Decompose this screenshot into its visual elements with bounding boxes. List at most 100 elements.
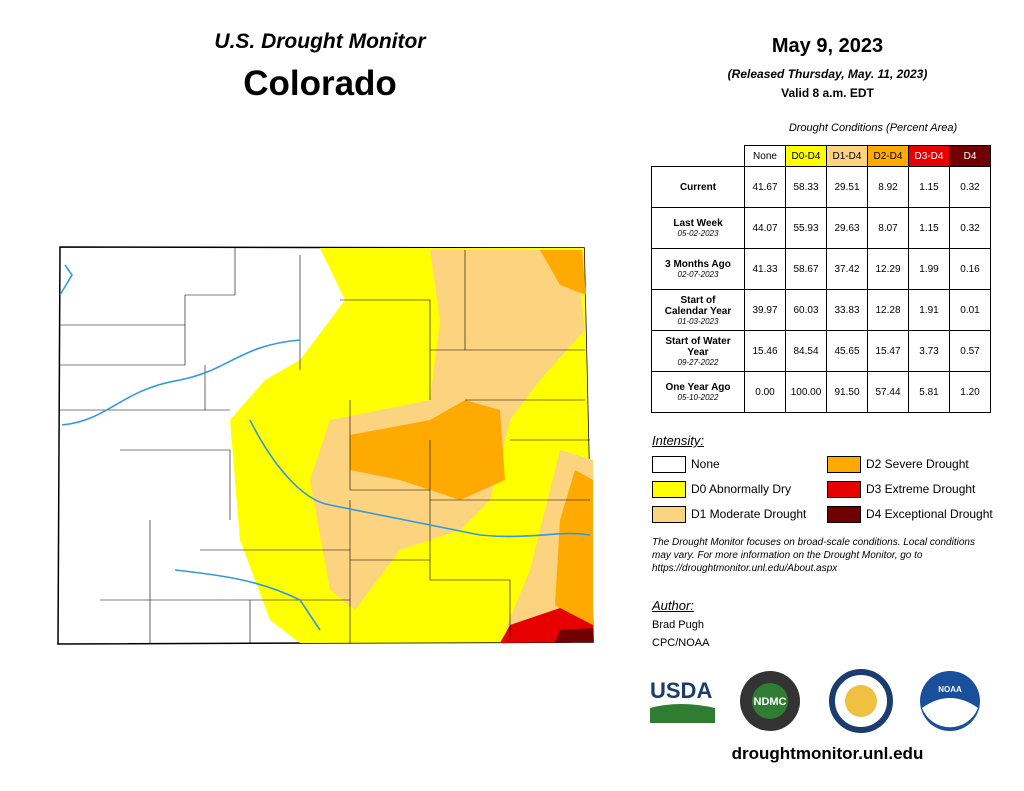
seal-inner xyxy=(845,685,877,717)
legend-swatch xyxy=(652,506,686,523)
cell-value: 0.16 xyxy=(949,248,991,290)
cell-value: 5.81 xyxy=(908,371,950,413)
header-blank xyxy=(652,146,745,167)
cell-value: 1.20 xyxy=(949,371,991,413)
legend-swatch xyxy=(827,506,861,523)
author-org: CPC/NOAA xyxy=(652,637,710,649)
conditions-table: None D0-D4 D1-D4 D2-D4 D3-D4 D4 Current 41.67 58… xyxy=(651,145,991,413)
author-name: Brad Pugh xyxy=(652,619,704,631)
cell-value: 41.67 xyxy=(744,166,786,208)
cell-value: 8.92 xyxy=(867,166,909,208)
ndmc-inner xyxy=(752,683,788,719)
row-title: Start of Calendar Year xyxy=(664,294,732,317)
cell-value: 41.33 xyxy=(744,248,786,290)
row-date: 02-07-2023 xyxy=(677,270,719,279)
cell-value: 1.15 xyxy=(908,166,950,208)
d2-area xyxy=(540,250,586,295)
noaa-text: NOAA xyxy=(938,685,962,694)
legend-label: D4 Exceptional Drought xyxy=(866,507,993,521)
cell-value: 0.32 xyxy=(949,207,991,249)
cell-value: 0.00 xyxy=(744,371,786,413)
cell-value: 12.29 xyxy=(867,248,909,290)
release-date: (Released Thursday, May. 11, 2023) xyxy=(727,67,928,81)
row-label: One Year Ago 05-10-2022 xyxy=(651,371,745,413)
author-title: Author: xyxy=(652,598,694,613)
column-header: D2-D4 xyxy=(867,145,909,167)
noaa-wave xyxy=(922,698,978,728)
row-label: Start of Calendar Year 01-03-2023 xyxy=(651,289,745,331)
cell-value: 84.54 xyxy=(785,330,827,372)
d2-area xyxy=(555,470,593,630)
legend-swatch xyxy=(827,481,861,498)
cell-value: 91.50 xyxy=(826,371,868,413)
cell-value: 58.67 xyxy=(785,248,827,290)
cell-value: 8.07 xyxy=(867,207,909,249)
logos: USDA NDMC NOAA xyxy=(650,669,980,733)
row-date: 01-03-2023 xyxy=(677,316,719,326)
cell-value: 15.46 xyxy=(744,330,786,372)
d4-area xyxy=(555,628,593,643)
legend-swatch xyxy=(652,456,686,473)
legend-swatch xyxy=(827,456,861,473)
table-row: Start of Water Year 09-27-2022 15.46 84.54 4… xyxy=(651,330,991,372)
row-label: Last Week 05-02-2023 xyxy=(651,207,745,249)
row-label: 3 Months Ago 02-07-2023 xyxy=(651,248,745,290)
cell-value: 60.03 xyxy=(785,289,827,331)
column-header: D0-D4 xyxy=(785,145,827,167)
row-title: Start of Water Year xyxy=(665,335,731,358)
column-header: D4 xyxy=(949,145,991,167)
cell-value: 33.83 xyxy=(826,289,868,331)
cell-value: 12.28 xyxy=(867,289,909,331)
row-title: Last Week xyxy=(673,218,723,229)
cell-value: 15.47 xyxy=(867,330,909,372)
legend-label: D0 Abnormally Dry xyxy=(691,482,792,496)
d2-area xyxy=(350,400,505,500)
ndmc-text: NDMC xyxy=(754,696,787,708)
legend-title: Intensity: xyxy=(652,433,705,448)
row-date: 05-10-2022 xyxy=(677,393,719,402)
legend-label: D1 Moderate Drought xyxy=(691,507,807,521)
legend-label: D2 Severe Drought xyxy=(866,457,969,471)
usda-logo: USDA xyxy=(650,678,712,703)
rivers xyxy=(59,264,591,631)
cell-value: 45.65 xyxy=(826,330,868,372)
row-label: Start of Water Year 09-27-2022 xyxy=(651,330,745,372)
table-row: One Year Ago 05-10-2022 0.00 100.00 91.50 57.… xyxy=(651,371,991,413)
valid-time: Valid 8 a.m. EDT xyxy=(781,86,874,100)
cell-value: 57.44 xyxy=(867,371,909,413)
cell-value: 37.42 xyxy=(826,248,868,290)
map xyxy=(57,246,594,645)
cell-value: 39.97 xyxy=(744,289,786,331)
cell-value: 55.93 xyxy=(785,207,827,249)
cell-value: 0.32 xyxy=(949,166,991,208)
row-title: One Year Ago xyxy=(665,382,731,393)
row-title: Current xyxy=(679,181,717,193)
cell-value: 100.00 xyxy=(785,371,827,413)
county-lines xyxy=(60,247,590,643)
table-caption: Drought Conditions (Percent Area) xyxy=(788,122,958,134)
row-date: 05-02-2023 xyxy=(677,229,719,238)
table-row: Last Week 05-02-2023 44.07 55.93 29.63 8.07 1.… xyxy=(651,207,991,249)
cell-value: 29.63 xyxy=(826,207,868,249)
column-header: D1-D4 xyxy=(826,145,868,167)
cell-value: 0.57 xyxy=(949,330,991,372)
note: The Drought Monitor focuses on broad-sca… xyxy=(652,537,975,574)
row-title: 3 Months Ago xyxy=(665,259,731,270)
state-name: Colorado xyxy=(243,64,397,103)
title: U.S. Drought Monitor xyxy=(214,30,426,53)
cell-value: 1.91 xyxy=(908,289,950,331)
row-label: Current xyxy=(651,166,745,208)
column-header: None xyxy=(744,145,786,167)
legend-swatch xyxy=(652,481,686,498)
header-row: None D0-D4 D1-D4 D2-D4 D3-D4 D4 xyxy=(652,145,991,167)
cell-value: 44.07 xyxy=(744,207,786,249)
map-date: May 9, 2023 xyxy=(771,35,884,57)
website: droughtmonitor.unl.edu xyxy=(731,744,924,763)
cell-value: 58.33 xyxy=(785,166,827,208)
table-row: Start of Calendar Year 01-03-2023 39.97 60.… xyxy=(651,289,991,331)
row-date: 09-27-2022 xyxy=(677,357,719,367)
column-header: D3-D4 xyxy=(908,145,950,167)
table-row: Current 41.67 58.33 29.51 8.92 1.15 0.32 xyxy=(651,166,991,208)
usda-swoosh xyxy=(650,704,715,723)
